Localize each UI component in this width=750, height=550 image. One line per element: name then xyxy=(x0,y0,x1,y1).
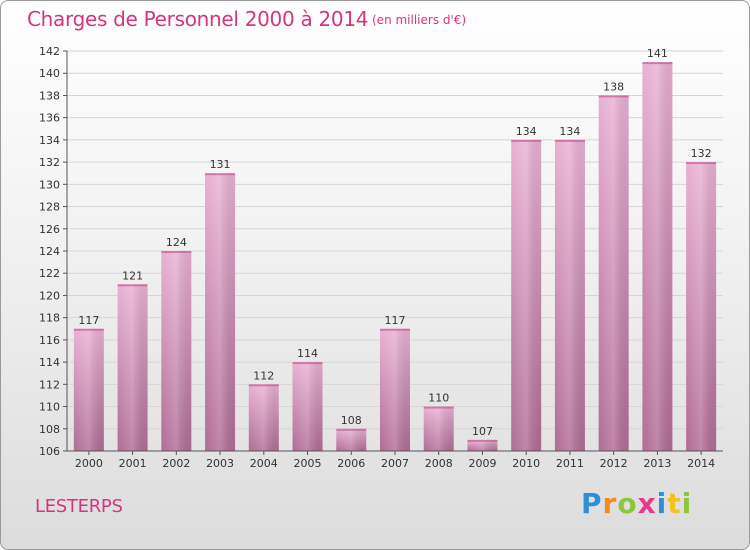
x-tick-label: 2010 xyxy=(512,457,540,470)
x-tick-label: 2012 xyxy=(600,457,628,470)
x-tick-label: 2008 xyxy=(425,457,453,470)
bar-shine xyxy=(248,384,279,451)
bar-top-edge xyxy=(380,328,410,331)
x-tick-label: 2004 xyxy=(250,457,278,470)
data-label: 107 xyxy=(472,425,493,438)
y-tick-label: 116 xyxy=(39,334,60,347)
data-label: 134 xyxy=(516,125,537,138)
bar-top-edge xyxy=(598,95,629,98)
bar-shine xyxy=(467,439,498,451)
x-tick-label: 2005 xyxy=(294,457,322,470)
data-label: 141 xyxy=(647,47,668,60)
y-tick-label: 130 xyxy=(39,178,60,191)
bar-top-edge xyxy=(292,362,323,365)
y-tick-label: 124 xyxy=(39,245,60,258)
bar-top-edge xyxy=(554,139,585,142)
bar-shine xyxy=(642,62,673,451)
logo-letter: r xyxy=(602,487,618,520)
bar-top-edge xyxy=(467,439,498,442)
data-label: 124 xyxy=(166,236,187,249)
logo-letter: i xyxy=(656,487,668,520)
logo-letter: P xyxy=(581,487,603,520)
bar-top-edge xyxy=(511,139,542,142)
proxiti-logo[interactable]: Proxiti xyxy=(581,487,692,520)
data-label: 117 xyxy=(385,314,406,327)
chart-subtitle: (en milliers d'€) xyxy=(372,13,467,27)
y-tick-label: 110 xyxy=(39,401,60,414)
data-label: 134 xyxy=(559,125,580,138)
bar-shine xyxy=(380,328,410,451)
bar-shine xyxy=(336,428,367,451)
bar-shine xyxy=(292,362,323,451)
logo-letter: o xyxy=(617,487,638,520)
y-tick-label: 126 xyxy=(39,223,60,236)
bar-shine xyxy=(161,251,192,451)
y-tick-label: 132 xyxy=(39,156,60,169)
bar-shine xyxy=(554,139,585,451)
y-tick-label: 142 xyxy=(39,45,60,58)
y-tick-label: 136 xyxy=(39,112,60,125)
bar-shine xyxy=(598,95,629,451)
bar-top-edge xyxy=(686,162,717,165)
x-tick-label: 2009 xyxy=(468,457,496,470)
y-tick-label: 114 xyxy=(39,356,60,369)
bar-shine xyxy=(205,173,236,451)
bar-shine xyxy=(117,284,148,451)
y-tick-label: 112 xyxy=(39,378,60,391)
data-label: 110 xyxy=(428,392,449,405)
x-tick-label: 2003 xyxy=(206,457,234,470)
y-tick-label: 128 xyxy=(39,201,60,214)
bar-top-edge xyxy=(205,173,236,176)
axes: 106 108 110 112 114 116 118 120 122 124 126 128 130 1… xyxy=(39,45,723,470)
chart-title: Charges de Personnel 2000 à 2014 xyxy=(27,7,369,31)
y-tick-label: 134 xyxy=(39,134,60,147)
bar-shine xyxy=(423,406,454,451)
x-tick-label: 2006 xyxy=(337,457,365,470)
bar-top-edge xyxy=(336,428,367,431)
data-label: 112 xyxy=(253,369,274,382)
bar-shine xyxy=(686,162,717,451)
logo-letter: t xyxy=(667,487,682,520)
x-tick-label: 2007 xyxy=(381,457,409,470)
data-label: 117 xyxy=(78,314,99,327)
y-tick-label: 106 xyxy=(39,445,60,458)
data-label: 131 xyxy=(210,158,231,171)
data-label: 108 xyxy=(341,414,362,427)
bars: 117 121 124 131 112 114 108 117 110 107 134 134 138 1… xyxy=(73,47,717,451)
y-tick-label: 108 xyxy=(39,423,60,436)
bar-top-edge xyxy=(73,328,104,331)
x-tick-label: 2011 xyxy=(556,457,584,470)
x-tick-label: 2002 xyxy=(162,457,190,470)
commune-name: LESTERPS xyxy=(35,496,123,517)
data-label: 138 xyxy=(603,80,624,93)
y-tick-label: 140 xyxy=(39,67,60,80)
x-tick-label: 2014 xyxy=(687,457,715,470)
bar-top-edge xyxy=(117,284,148,287)
y-tick-label: 120 xyxy=(39,289,60,302)
bar-top-edge xyxy=(161,251,192,253)
logo-letter: i xyxy=(681,487,693,520)
y-tick-label: 122 xyxy=(39,267,60,280)
bar-top-edge xyxy=(642,62,673,65)
data-label: 132 xyxy=(691,147,712,160)
data-label: 114 xyxy=(297,347,318,360)
x-tick-label: 2013 xyxy=(643,457,671,470)
data-label: 121 xyxy=(122,269,143,282)
bar-top-edge xyxy=(248,384,279,387)
y-tick-label: 118 xyxy=(39,312,60,325)
logo-letter: x xyxy=(637,487,657,520)
x-tick-label: 2001 xyxy=(119,457,147,470)
bar-shine xyxy=(511,139,542,451)
bar-shine xyxy=(73,328,104,451)
bar-top-edge xyxy=(423,406,454,409)
y-tick-label: 138 xyxy=(39,89,60,102)
x-tick-label: 2000 xyxy=(75,457,103,470)
